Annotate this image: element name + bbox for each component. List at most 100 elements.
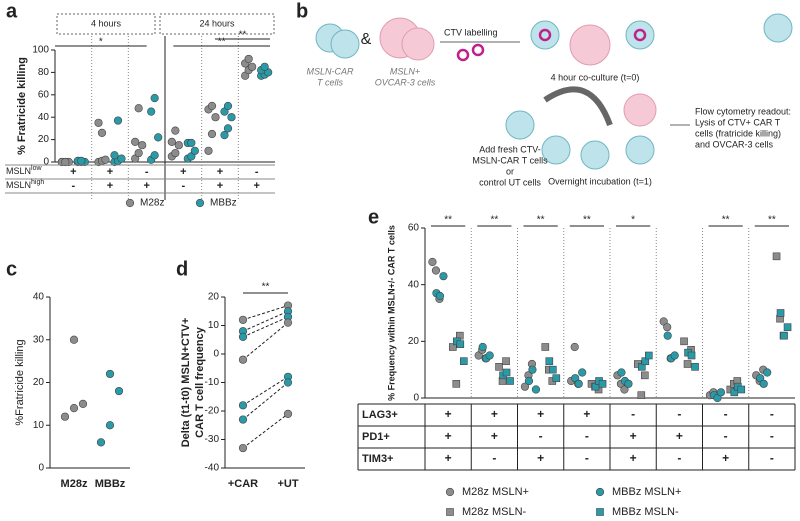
data-point xyxy=(431,266,441,275)
legend-label: MBBz xyxy=(210,198,237,209)
legend-marker xyxy=(595,487,605,497)
row-cell: + xyxy=(676,429,683,443)
row-cell: + xyxy=(180,166,186,178)
ctv-icon xyxy=(633,28,647,42)
data-point xyxy=(238,415,248,424)
legend-marker xyxy=(195,198,205,208)
data-point xyxy=(439,272,448,281)
car-cell-icon xyxy=(763,13,793,43)
data-point xyxy=(260,62,269,71)
arrow xyxy=(543,86,613,127)
data-point xyxy=(578,368,587,377)
data-point xyxy=(691,363,699,371)
data-point xyxy=(117,154,126,163)
y-axis-label: CAR T cell frequency xyxy=(194,326,206,438)
row-cell: + xyxy=(630,429,637,443)
data-point xyxy=(687,351,696,360)
data-point xyxy=(637,391,646,399)
row-cell: - xyxy=(255,166,259,178)
legend-label: M28z MSLN- xyxy=(462,506,527,518)
y-tick-label: -20 xyxy=(205,406,220,417)
panel-label: a xyxy=(6,0,18,22)
data-point xyxy=(737,385,746,394)
y-tick-label: 0 xyxy=(213,349,219,360)
row-cell: + xyxy=(445,407,452,421)
legend-marker xyxy=(596,508,604,516)
y-tick-label: -10 xyxy=(205,377,220,388)
time-header: 24 hours xyxy=(199,18,235,28)
y-tick-label: 100 xyxy=(32,45,49,56)
data-point xyxy=(105,421,115,430)
data-point xyxy=(502,368,511,377)
data-point xyxy=(456,340,465,348)
data-point xyxy=(238,355,248,364)
legend-label: MBBz MSLN- xyxy=(612,506,679,518)
data-point xyxy=(138,141,147,150)
row-cell: + xyxy=(217,180,223,192)
car-cell-icon xyxy=(330,29,360,59)
data-point xyxy=(552,374,561,382)
label: cells (fratricide killing) xyxy=(695,128,781,138)
data-point xyxy=(147,107,156,116)
data-point xyxy=(531,385,541,394)
y-tick-label: 40 xyxy=(33,292,45,303)
ctv-icon xyxy=(538,28,552,42)
data-point xyxy=(644,351,653,360)
y-tick-label: 10 xyxy=(33,420,45,431)
row-cell: + xyxy=(722,451,729,465)
data-point xyxy=(77,156,86,165)
y-tick-label: 20 xyxy=(33,377,45,388)
y-tick-label: -30 xyxy=(205,434,220,445)
data-point xyxy=(223,101,233,111)
data-point xyxy=(105,369,115,379)
data-point xyxy=(528,365,537,374)
car-cell-icon xyxy=(530,20,560,50)
data-point xyxy=(545,357,554,365)
data-point xyxy=(113,116,123,125)
y-tick-label: 20 xyxy=(208,292,220,303)
ctv-icon xyxy=(471,43,485,57)
data-point xyxy=(448,343,457,351)
y-tick-label: 0 xyxy=(413,393,419,404)
label: MSLN-CAR T cells xyxy=(472,155,548,165)
significance-label: * xyxy=(631,215,635,226)
label: MSLN+ xyxy=(390,66,420,76)
data-point xyxy=(640,371,649,380)
data-point xyxy=(670,351,679,360)
data-point xyxy=(459,357,468,365)
workflow-diagram: MSLN-CAR T cells & MSLN+ OVCAR-3 cells C… xyxy=(306,13,793,187)
car-cell-icon xyxy=(541,135,571,165)
data-point xyxy=(548,365,557,374)
row-cell: - xyxy=(770,429,774,443)
row-cell: - xyxy=(724,407,728,421)
car-cell-icon xyxy=(625,135,655,165)
legend-label: M28z xyxy=(140,198,164,209)
data-point xyxy=(171,126,180,135)
data-point xyxy=(524,376,534,386)
data-point xyxy=(485,351,494,360)
label: Add fresh CTV- xyxy=(479,144,541,154)
y-tick-label: 80 xyxy=(38,67,50,78)
data-point xyxy=(541,343,550,351)
y-tick-label: 40 xyxy=(408,279,420,290)
row-cell: - xyxy=(677,451,681,465)
data-point xyxy=(244,54,253,64)
x-tick-label: MBBz xyxy=(95,478,126,490)
row-label: MSLNhigh xyxy=(6,179,44,191)
data-point xyxy=(131,137,140,146)
significance-label: * xyxy=(99,37,103,48)
data-point xyxy=(69,404,79,413)
data-point xyxy=(211,113,220,122)
pair-line xyxy=(242,316,289,338)
significance-label: ** xyxy=(490,215,498,226)
data-point xyxy=(150,94,159,103)
data-point xyxy=(435,291,445,301)
time-header-box xyxy=(159,13,275,35)
data-point xyxy=(61,157,70,167)
data-point xyxy=(97,128,107,137)
data-point xyxy=(772,252,781,261)
y-tick-label: 10 xyxy=(208,320,220,331)
data-point xyxy=(150,151,159,160)
x-tick-label: M28z xyxy=(61,478,88,490)
y-tick-label: 60 xyxy=(38,89,50,100)
